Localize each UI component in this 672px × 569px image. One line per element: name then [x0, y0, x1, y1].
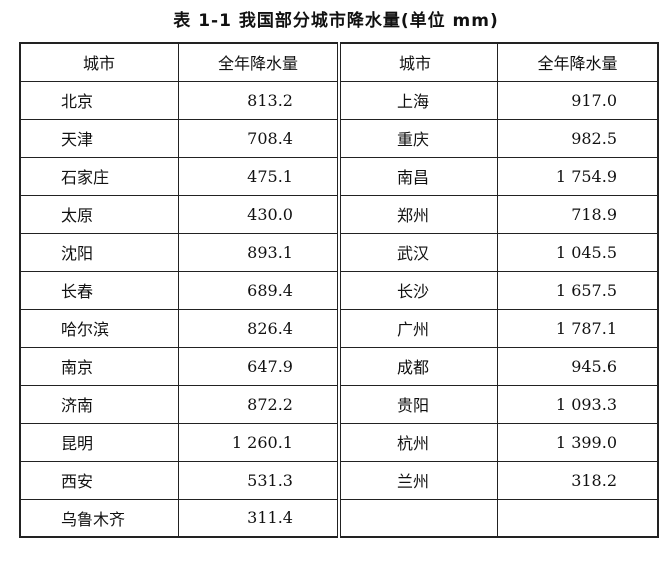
- value-cell-right: 917.0: [496, 80, 658, 120]
- value-cell-left: 1 260.1: [177, 422, 339, 462]
- value-cell-left: 647.9: [177, 346, 339, 386]
- city-cell-right: 杭州: [336, 422, 498, 462]
- table-row: 乌鲁木齐 311.4: [20, 498, 658, 538]
- precipitation-table: 城市 全年降水量 城市 全年降水量 北京 813.2 上海 917.0 天津 708.4 重…: [19, 42, 659, 538]
- table-row: 西安 531.3 兰州 318.2: [20, 460, 658, 500]
- city-cell-left: 南京: [20, 346, 179, 386]
- table-row: 昆明 1 260.1 杭州 1 399.0: [20, 422, 658, 462]
- value-cell-right: 1 399.0: [496, 422, 658, 462]
- city-cell-right: 重庆: [336, 118, 498, 158]
- city-cell-left: 哈尔滨: [20, 308, 179, 348]
- city-cell-right: 贵阳: [336, 384, 498, 424]
- city-cell-right: 上海: [336, 80, 498, 120]
- city-cell-right: 兰州: [336, 460, 498, 500]
- city-cell-left: 天津: [20, 118, 179, 158]
- city-cell-left: 沈阳: [20, 232, 179, 272]
- table-row: 济南 872.2 贵阳 1 093.3: [20, 384, 658, 424]
- value-cell-right: [496, 498, 658, 538]
- city-cell-right: 长沙: [336, 270, 498, 310]
- table-row: 哈尔滨 826.4 广州 1 787.1: [20, 308, 658, 348]
- value-cell-left: 893.1: [177, 232, 339, 272]
- city-cell-left: 乌鲁木齐: [20, 498, 179, 538]
- value-cell-right: 318.2: [496, 460, 658, 500]
- city-cell-left: 北京: [20, 80, 179, 120]
- value-cell-left: 826.4: [177, 308, 339, 348]
- value-cell-left: 872.2: [177, 384, 339, 424]
- table-row: 太原 430.0 郑州 718.9: [20, 194, 658, 234]
- header-value-right: 全年降水量: [496, 42, 658, 82]
- city-cell-right: 成都: [336, 346, 498, 386]
- value-cell-right: 718.9: [496, 194, 658, 234]
- value-cell-left: 813.2: [177, 80, 339, 120]
- value-cell-left: 708.4: [177, 118, 339, 158]
- table-caption: 表 1-1 我国部分城市降水量(单位 mm): [173, 11, 499, 31]
- city-cell-right: 郑州: [336, 194, 498, 234]
- table-row: 北京 813.2 上海 917.0: [20, 80, 658, 120]
- city-cell-left: 济南: [20, 384, 179, 424]
- table-row: 石家庄 475.1 南昌 1 754.9: [20, 156, 658, 196]
- header-city-left: 城市: [20, 42, 179, 82]
- table-row: 沈阳 893.1 武汉 1 045.5: [20, 232, 658, 272]
- table-row: 天津 708.4 重庆 982.5: [20, 118, 658, 158]
- header-city-right: 城市: [336, 42, 498, 82]
- value-cell-right: 1 093.3: [496, 384, 658, 424]
- value-cell-right: 945.6: [496, 346, 658, 386]
- table-row: 长春 689.4 长沙 1 657.5: [20, 270, 658, 310]
- table-body: 北京 813.2 上海 917.0 天津 708.4 重庆 982.5 石家庄 475.1 南昌 1 …: [20, 80, 658, 538]
- value-cell-right: 1 657.5: [496, 270, 658, 310]
- value-cell-right: 1 754.9: [496, 156, 658, 196]
- table-row: 南京 647.9 成都 945.6: [20, 346, 658, 386]
- city-cell-right: 广州: [336, 308, 498, 348]
- header-row: 城市 全年降水量 城市 全年降水量: [20, 42, 658, 82]
- value-cell-right: 1 045.5: [496, 232, 658, 272]
- value-cell-left: 531.3: [177, 460, 339, 500]
- value-cell-left: 475.1: [177, 156, 339, 196]
- city-cell-right: 武汉: [336, 232, 498, 272]
- city-cell-left: 昆明: [20, 422, 179, 462]
- value-cell-right: 982.5: [496, 118, 658, 158]
- city-cell-left: 长春: [20, 270, 179, 310]
- city-cell-right: [336, 498, 498, 538]
- city-cell-right: 南昌: [336, 156, 498, 196]
- city-cell-left: 西安: [20, 460, 179, 500]
- value-cell-left: 311.4: [177, 498, 339, 538]
- city-cell-left: 石家庄: [20, 156, 179, 196]
- city-cell-left: 太原: [20, 194, 179, 234]
- value-cell-left: 689.4: [177, 270, 339, 310]
- value-cell-right: 1 787.1: [496, 308, 658, 348]
- header-value-left: 全年降水量: [177, 42, 339, 82]
- value-cell-left: 430.0: [177, 194, 339, 234]
